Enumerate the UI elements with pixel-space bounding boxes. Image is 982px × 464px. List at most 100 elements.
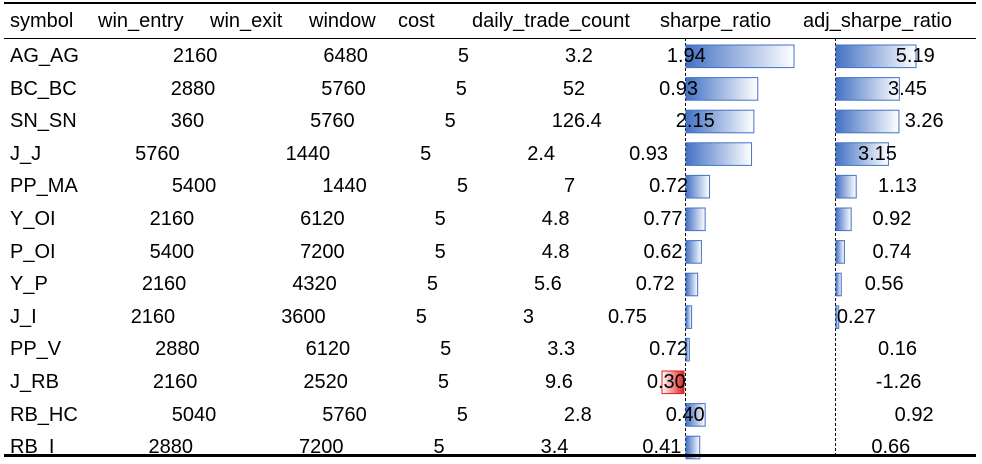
cell-symbol: Y_OI	[10, 208, 56, 230]
cell-sharpe-ratio: 0.92	[872, 208, 912, 230]
cell-sharpe-ratio: 5.19	[895, 45, 935, 67]
cell-sharpe-ratio: 0.27	[836, 305, 876, 328]
cell-daily-trade-count: 0.41	[642, 436, 682, 459]
cell-daily-trade-count: 0.72	[635, 273, 675, 296]
cell-daily-trade-count: 0.75	[607, 305, 647, 328]
cell-window: 5	[420, 142, 432, 165]
header-symbol: symbol	[10, 10, 74, 32]
cell-daily-trade-count: 1.94	[666, 45, 706, 67]
cell-symbol: P_OI	[10, 240, 56, 263]
cell-win-exit: 6480	[323, 45, 368, 67]
header-daily-trade-count: daily_trade_count	[472, 10, 630, 32]
cell-sharpe-ratio: 0.66	[871, 436, 911, 459]
cell-win-entry: 2160	[130, 305, 176, 328]
cell-window: 5	[456, 175, 468, 198]
header-adj-sharpe-ratio: adj_sharpe_ratio	[803, 10, 952, 32]
cell-win-entry: 2880	[170, 77, 216, 100]
cell-window: 5	[415, 305, 427, 328]
cell-window: 5	[437, 371, 450, 393]
cell-daily-trade-count: 0.30	[646, 371, 686, 393]
cell-window: 5	[457, 45, 470, 67]
header-win-exit: win_exit	[210, 10, 283, 32]
cell-cost: 7	[563, 175, 576, 198]
cell-cost: 3	[522, 305, 534, 328]
cell-sharpe-ratio: 3.15	[858, 142, 897, 165]
cell-sharpe-ratio: -1.26	[875, 371, 922, 393]
cell-win-entry: 2160	[149, 208, 195, 230]
header-row: symbol win_entry win_exit window cost da…	[0, 4, 982, 38]
cell-sharpe-ratio: 0.74	[872, 240, 912, 263]
cell-win-exit: 2520	[303, 371, 348, 393]
cell-win-exit: 7200	[298, 436, 344, 459]
cell-daily-trade-count: 0.77	[643, 208, 683, 230]
cell-symbol: J_I	[10, 305, 37, 328]
cell-window: 5	[434, 208, 446, 230]
cell-win-entry: 2880	[155, 338, 200, 361]
cell-daily-trade-count: 0.62	[643, 240, 683, 263]
cell-cost: 4.8	[541, 240, 570, 263]
cell-win-exit: 3600	[281, 305, 326, 328]
cell-cost: 5.6	[533, 273, 562, 296]
top-rule	[4, 2, 976, 4]
bottom-rule	[4, 454, 976, 457]
cell-win-entry: 5400	[171, 175, 217, 198]
cell-symbol: RB_I	[10, 436, 55, 459]
cell-cost: 4.8	[541, 208, 570, 230]
cell-daily-trade-count: 2.15	[675, 110, 715, 133]
cell-sharpe-ratio: 3.45	[888, 77, 927, 100]
cell-win-exit: 1440	[285, 142, 331, 165]
cell-symbol: PP_MA	[10, 175, 78, 198]
cell-win-entry: 2160	[172, 45, 218, 67]
cell-cost: 2.4	[527, 142, 556, 165]
header-window: window	[309, 10, 376, 32]
cell-win-exit: 4320	[292, 273, 337, 296]
cell-cost: 3.3	[547, 338, 576, 361]
cell-symbol: BC_BC	[10, 77, 77, 100]
cell-win-exit: 5760	[322, 403, 367, 426]
cell-win-entry: 5760	[135, 142, 180, 165]
cell-window: 5	[456, 403, 468, 426]
cell-win-exit: 5760	[310, 110, 355, 133]
cell-win-entry: 5400	[149, 240, 195, 263]
cell-symbol: AG_AG	[10, 45, 79, 67]
cell-win-entry: 2880	[148, 436, 193, 459]
cell-sharpe-ratio: 0.92	[894, 403, 934, 426]
cell-symbol: RB_HC	[10, 403, 78, 426]
cell-sharpe-ratio: 3.26	[904, 110, 944, 133]
cell-daily-trade-count: 0.72	[649, 338, 689, 361]
cell-window: 5	[440, 338, 452, 361]
cell-win-exit: 5760	[321, 77, 366, 100]
cell-win-exit: 6120	[300, 208, 345, 230]
cell-cost: 3.2	[565, 45, 593, 67]
cell-symbol: J_J	[10, 142, 42, 165]
cell-window: 5	[455, 77, 467, 100]
cell-symbol: PP_V	[10, 338, 62, 361]
cell-daily-trade-count: 0.40	[665, 403, 705, 426]
cell-cost: 9.6	[545, 371, 573, 393]
cell-win-entry: 5040	[171, 403, 217, 426]
cell-daily-trade-count: 0.72	[649, 175, 688, 198]
cell-symbol: SN_SN	[10, 110, 77, 133]
cell-win-entry: 360	[170, 110, 205, 133]
cell-window: 5	[434, 240, 446, 263]
header-rule	[4, 38, 976, 39]
header-sharpe-ratio: sharpe_ratio	[660, 10, 772, 32]
cell-window: 5	[426, 273, 438, 296]
cell-sharpe-ratio: 1.13	[878, 175, 917, 198]
cell-win-entry: 2160	[141, 273, 187, 296]
cell-symbol: Y_P	[10, 273, 48, 296]
cell-win-entry: 2160	[152, 371, 198, 393]
cell-cost: 52	[562, 77, 586, 100]
